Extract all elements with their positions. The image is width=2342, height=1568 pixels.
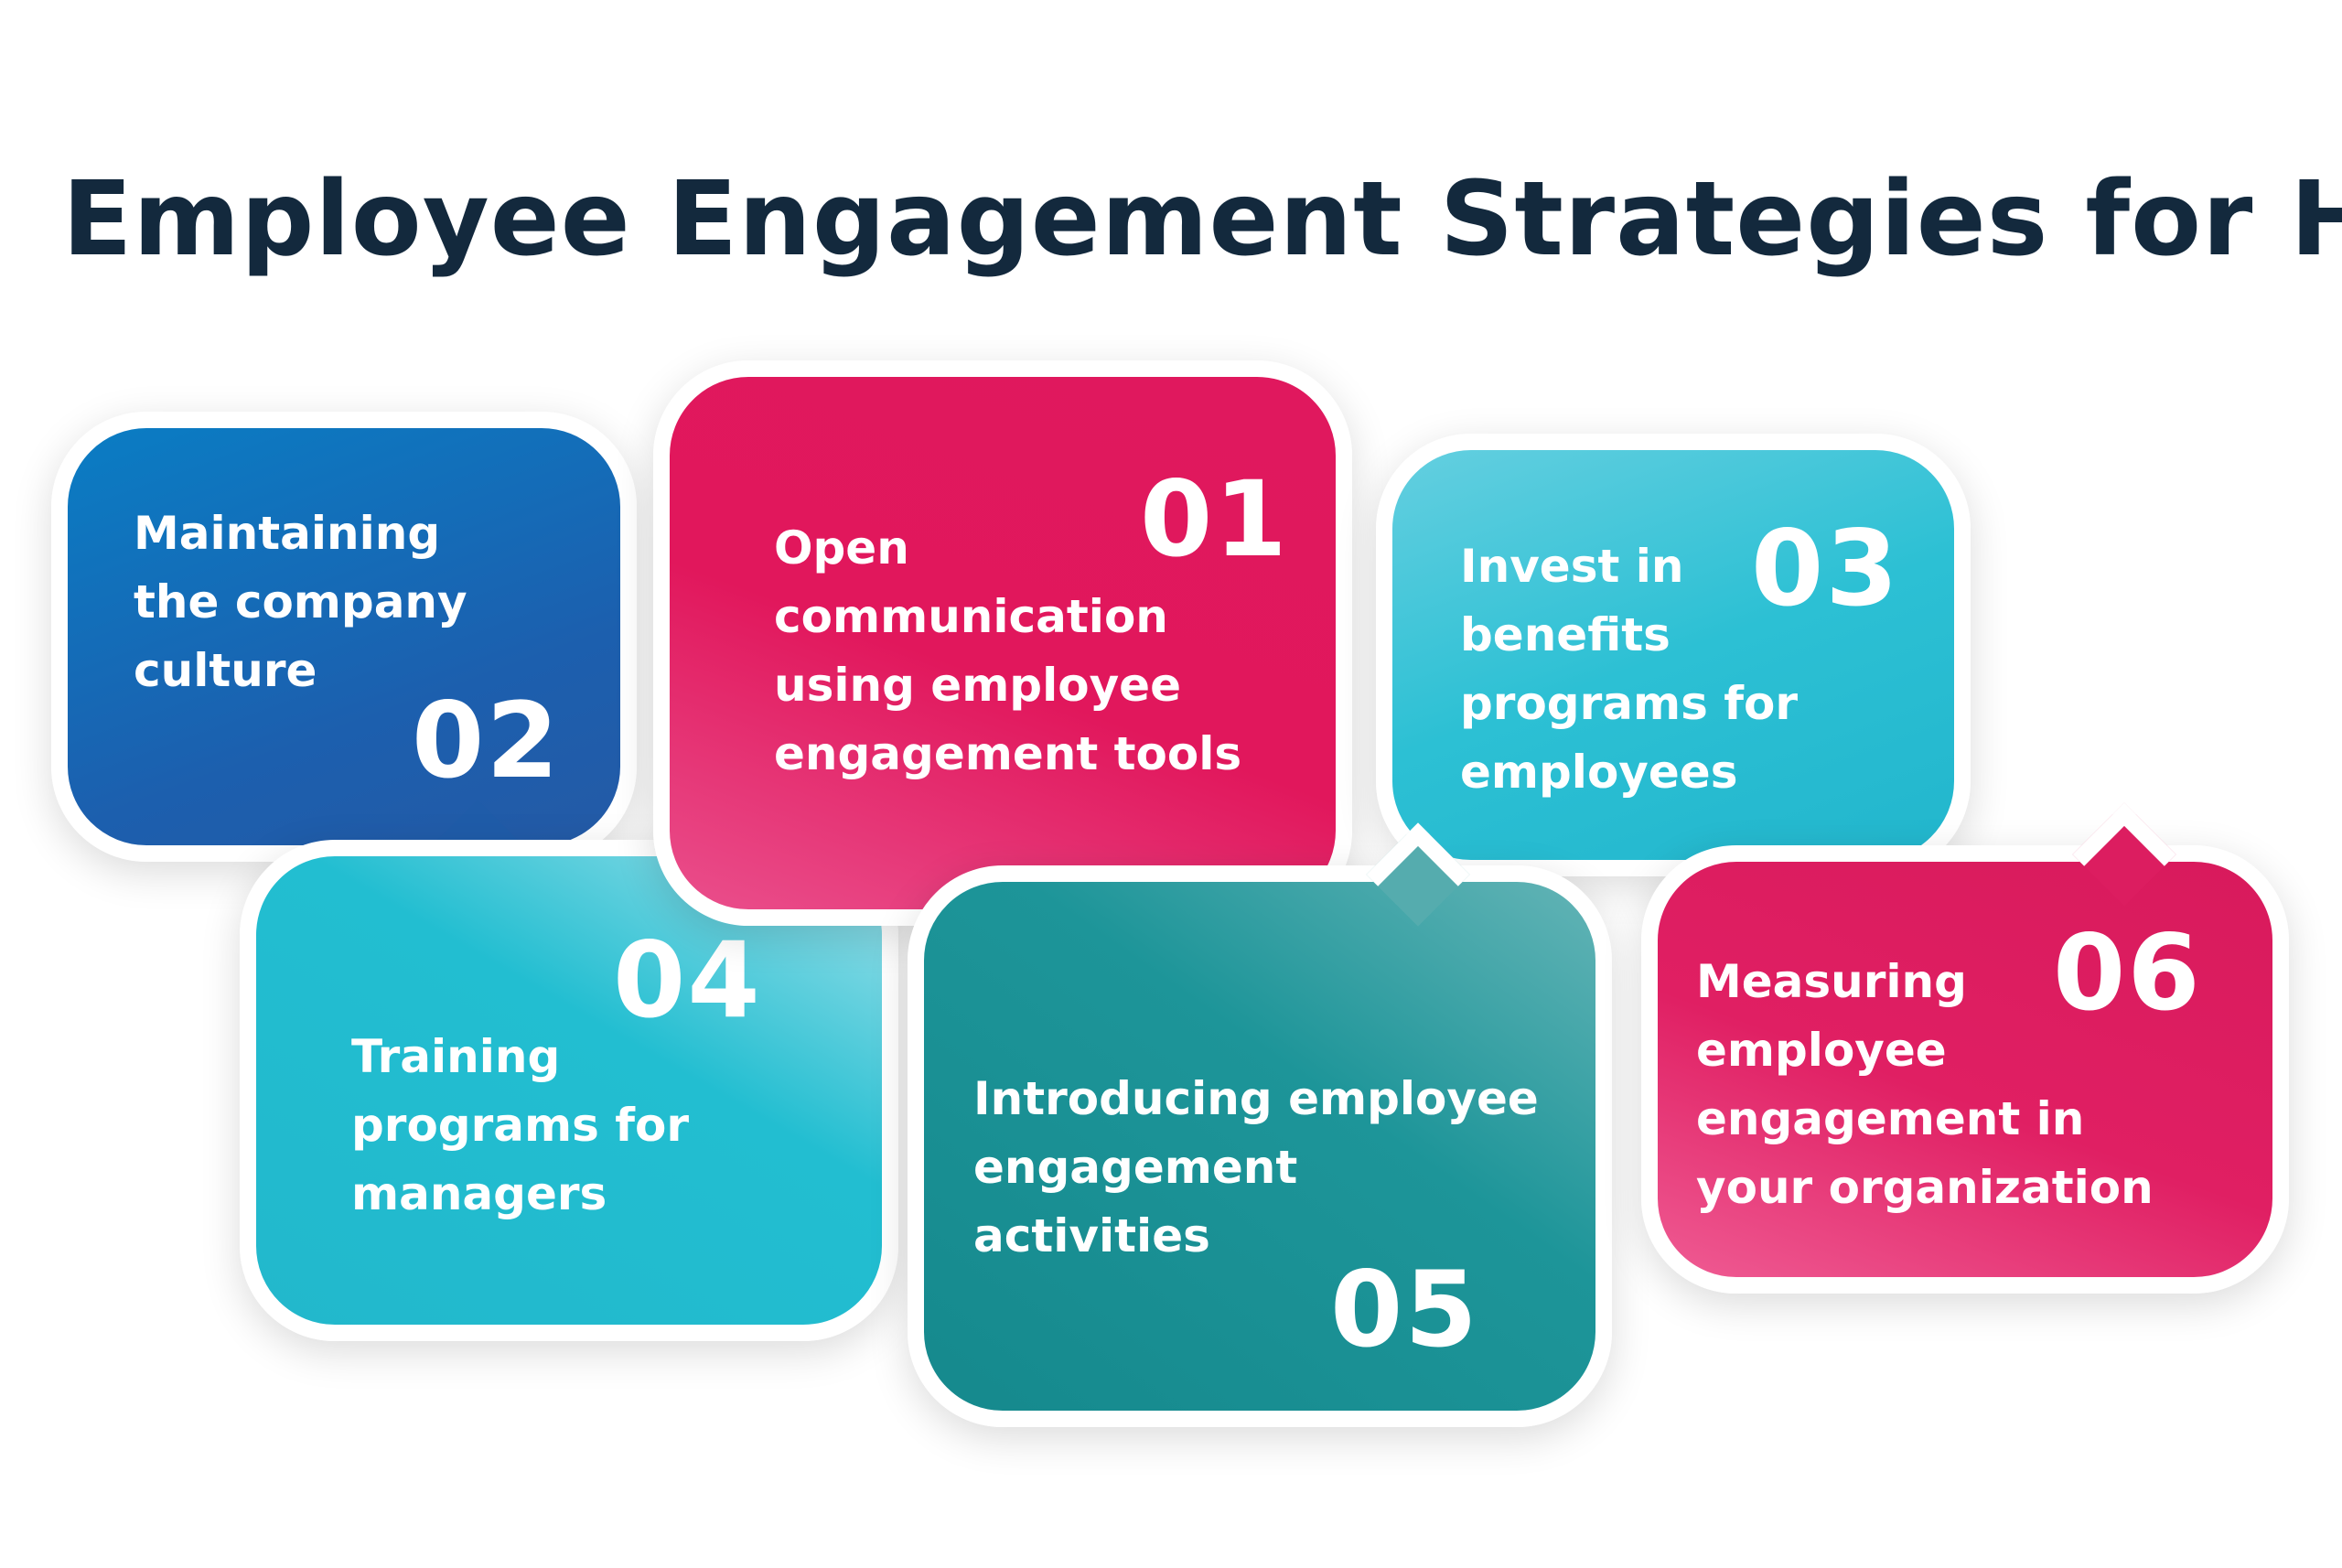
strategy-number: 01 (1140, 458, 1289, 580)
strategy-number: 02 (412, 680, 561, 801)
strategy-label: Maintaining the company culture (134, 507, 467, 697)
strategy-card-06: 06 Measuring employee engagement in your… (1641, 802, 2289, 1294)
strategy-number: 06 (2053, 912, 2202, 1034)
strategy-label: Training programs for managers (351, 1030, 690, 1220)
strategy-label: Introducing employee engagement activiti… (973, 1072, 1539, 1262)
strategy-label: Measuring employee engagement in your or… (1696, 955, 2154, 1214)
strategy-card-01: 01 Open communication using employee eng… (653, 360, 1352, 970)
speech-tail (2072, 802, 2176, 907)
page-title: Employee Engagement Strategies for HR (62, 160, 2342, 279)
strategy-card-02: Maintaining the company culture 02 (51, 412, 637, 904)
strategy-label: Invest in benefits programs for employee… (1460, 540, 1799, 799)
strategy-label: Open communication using employee engage… (774, 521, 1242, 780)
strategy-number: 05 (1330, 1249, 1479, 1370)
strategy-card-05: Introducing employee engagement activiti… (908, 822, 1612, 1427)
strategy-card-03: 03 Invest in benefits programs for emplo… (1376, 434, 1971, 876)
strategy-number: 04 (613, 919, 762, 1041)
strategy-number: 03 (1751, 508, 1900, 629)
